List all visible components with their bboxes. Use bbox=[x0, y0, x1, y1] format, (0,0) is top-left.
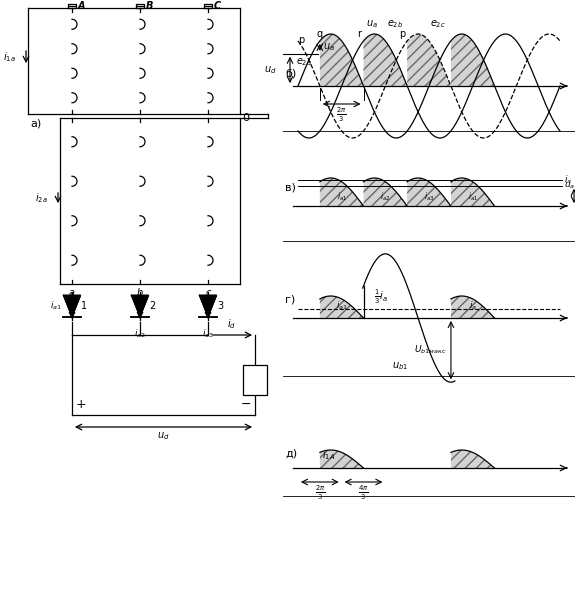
Text: а): а) bbox=[30, 118, 41, 128]
Text: $\frac{2\pi}{3}$: $\frac{2\pi}{3}$ bbox=[315, 484, 325, 502]
Text: в): в) bbox=[285, 183, 296, 193]
Text: $i_{a1}$: $i_{a1}$ bbox=[50, 300, 62, 312]
Text: $u_d$: $u_d$ bbox=[263, 64, 276, 76]
Text: $i_{a3}$: $i_{a3}$ bbox=[202, 328, 214, 341]
Text: $i_a$: $i_a$ bbox=[469, 299, 477, 312]
Polygon shape bbox=[132, 295, 148, 317]
Text: $\vartheta$: $\vartheta$ bbox=[574, 200, 575, 212]
Text: 2: 2 bbox=[149, 301, 155, 311]
Text: 3: 3 bbox=[217, 301, 223, 311]
Text: $\frac{4\pi}{3}$: $\frac{4\pi}{3}$ bbox=[358, 484, 369, 502]
Text: a: a bbox=[69, 288, 75, 298]
Text: $U_{b1макс}$: $U_{b1макс}$ bbox=[413, 344, 446, 356]
Text: $e_{2a}$: $e_{2a}$ bbox=[296, 56, 312, 68]
Text: −: − bbox=[240, 398, 251, 411]
Polygon shape bbox=[63, 295, 80, 317]
Text: $i_{a2}$: $i_{a2}$ bbox=[380, 190, 390, 202]
Text: $i_{a1}$: $i_{a1}$ bbox=[467, 190, 478, 202]
Text: p: p bbox=[399, 29, 405, 39]
Text: c: c bbox=[205, 288, 210, 298]
Text: $R_d$: $R_d$ bbox=[248, 373, 262, 387]
Text: $\vartheta$: $\vartheta$ bbox=[574, 462, 575, 474]
Text: $e_{2c}$: $e_{2c}$ bbox=[430, 18, 446, 30]
Text: b: b bbox=[137, 288, 143, 298]
Text: p: p bbox=[298, 35, 305, 45]
Text: б): б) bbox=[285, 69, 296, 79]
Text: $i_d$: $i_d$ bbox=[227, 317, 236, 331]
Text: $u_a$: $u_a$ bbox=[366, 18, 378, 30]
Text: $i_{a1}$: $i_{a1}$ bbox=[336, 299, 348, 312]
Text: $e_{2b}$: $e_{2b}$ bbox=[388, 18, 404, 30]
Text: C: C bbox=[214, 1, 221, 11]
Text: A: A bbox=[78, 1, 86, 11]
Text: $i_{2a}$: $i_{2a}$ bbox=[35, 191, 48, 205]
Polygon shape bbox=[200, 295, 217, 317]
Text: B: B bbox=[146, 1, 154, 11]
Text: $i_{a3}$: $i_{a3}$ bbox=[424, 190, 434, 202]
Text: $\frac{2\pi}{3}$: $\frac{2\pi}{3}$ bbox=[336, 106, 347, 124]
Text: г): г) bbox=[285, 295, 295, 305]
Text: $i_{a2}$: $i_{a2}$ bbox=[134, 328, 146, 341]
Text: $u_a$: $u_a$ bbox=[564, 181, 575, 191]
Text: r: r bbox=[358, 29, 362, 39]
Text: +: + bbox=[76, 398, 87, 411]
Text: $u_d$: $u_d$ bbox=[157, 430, 170, 442]
Text: д): д) bbox=[285, 449, 297, 459]
Text: 0: 0 bbox=[242, 113, 249, 123]
Text: $u_a$: $u_a$ bbox=[323, 41, 335, 53]
Text: $i_{1a}$: $i_{1a}$ bbox=[3, 50, 16, 64]
Bar bbox=[243, 365, 267, 395]
Text: 1: 1 bbox=[81, 301, 87, 311]
Text: $\vartheta$: $\vartheta$ bbox=[574, 80, 575, 92]
Text: $i_a$: $i_a$ bbox=[564, 174, 572, 187]
Text: $i_{a1}$: $i_{a1}$ bbox=[336, 190, 347, 202]
Text: $u_{b1}$: $u_{b1}$ bbox=[392, 361, 408, 372]
Text: $i_{1A}$: $i_{1A}$ bbox=[322, 448, 335, 462]
Text: $\frac{1}{3}i_a$: $\frac{1}{3}i_a$ bbox=[374, 287, 388, 306]
Text: q: q bbox=[317, 29, 323, 39]
Text: $\vartheta$: $\vartheta$ bbox=[574, 312, 575, 324]
